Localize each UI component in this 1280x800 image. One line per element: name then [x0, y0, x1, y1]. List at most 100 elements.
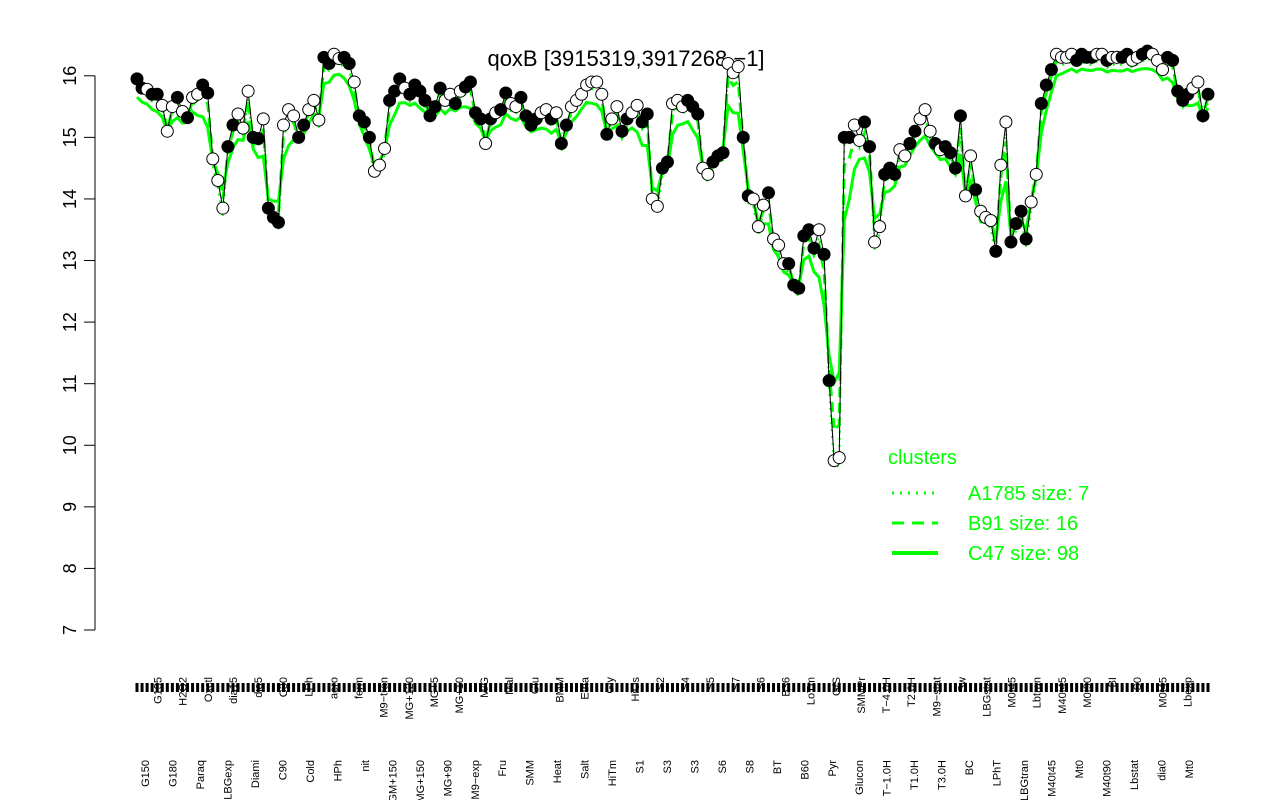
x-tick-label: Fru — [497, 760, 509, 777]
x-tick-label: B36 — [781, 677, 793, 697]
data-point — [595, 87, 609, 101]
x-tick-label: G135 — [153, 677, 165, 704]
data-point — [807, 241, 821, 255]
x-tick-label: G180 — [168, 760, 180, 787]
legend: clusters A1785 size: 7 B91 size: 16 C47 si… — [888, 447, 1089, 565]
data-point — [756, 198, 770, 212]
data-point — [433, 81, 447, 95]
data-point — [812, 223, 826, 237]
x-tick-label: S4 — [680, 677, 692, 690]
data-point — [660, 155, 674, 169]
x-tick-label: M40t45 — [1046, 760, 1058, 797]
x-tick-label: dia5 — [253, 677, 265, 698]
legend-label: B91 size: 16 — [968, 513, 1078, 535]
x-tick-label: Mal — [504, 677, 516, 695]
data-point — [378, 141, 392, 155]
data-point — [499, 86, 513, 100]
x-tick-label: MG+90 — [442, 760, 454, 796]
data-point — [1156, 63, 1170, 77]
y-tick-label: 10 — [60, 435, 80, 455]
data-point — [751, 220, 765, 234]
x-tick-label: GM+150 — [387, 760, 399, 800]
x-tick-label: Paraq — [195, 760, 207, 789]
data-point — [292, 130, 306, 144]
x-tick-label: M9−exp — [470, 760, 482, 799]
data-point — [1044, 63, 1058, 77]
data-point — [615, 124, 629, 138]
data-point — [868, 235, 882, 249]
x-tick-label: M0t90 — [1082, 677, 1094, 708]
y-axis: 7 8 9 10 11 12 13 14 15 16 — [60, 66, 96, 635]
data-point — [782, 257, 796, 271]
data-point — [691, 107, 705, 121]
data-points — [130, 44, 1215, 468]
y-tick-label: 12 — [60, 312, 80, 332]
x-tick-label: Gly — [605, 677, 617, 694]
data-point — [908, 124, 922, 138]
x-tick-label: T−4.0H — [881, 677, 893, 713]
x-tick-label: C90 — [278, 760, 290, 780]
chart-title: qoxB [3915319,3917268,−1] — [487, 46, 764, 71]
x-tick-label: Lbexp — [1182, 677, 1194, 707]
x-tick-label: S8 — [744, 760, 756, 773]
data-point — [943, 146, 957, 160]
data-point — [150, 87, 164, 101]
data-point — [1029, 167, 1043, 181]
x-tick-label: H2O2 — [178, 677, 190, 706]
y-tick-label: 11 — [60, 374, 80, 393]
data-point — [559, 118, 573, 132]
x-tick-label: M0t45 — [1007, 677, 1019, 708]
data-point — [362, 130, 376, 144]
data-point — [746, 192, 760, 206]
x-tick-label: S3 — [689, 760, 701, 773]
data-point — [1019, 232, 1033, 246]
x-tick-label: M9−stat — [931, 677, 943, 716]
data-point — [1201, 87, 1215, 101]
data-point — [903, 137, 917, 151]
x-tick-label: M9−tran — [379, 677, 391, 718]
x-tick-label: MG+150 — [415, 760, 427, 800]
data-point — [160, 124, 174, 138]
x-tick-label: Etha — [580, 676, 592, 700]
x-tick-label: M0t45 — [1157, 677, 1169, 708]
data-point — [1014, 204, 1028, 218]
data-point — [600, 127, 614, 141]
data-point — [221, 140, 235, 154]
data-point — [463, 75, 477, 89]
data-point — [201, 86, 215, 100]
data-point — [181, 111, 195, 125]
data-point — [857, 115, 871, 129]
data-point — [372, 158, 386, 172]
data-point — [1004, 235, 1018, 249]
data-point — [1039, 78, 1053, 92]
data-point — [772, 238, 786, 252]
x-tick-label: S0 — [1132, 677, 1144, 690]
data-point — [822, 374, 836, 388]
x-tick-label: M40t45 — [1057, 677, 1069, 714]
data-point — [761, 186, 775, 200]
x-tick-label: LPhT — [992, 760, 1004, 787]
x-tick-label: T3.0H — [937, 760, 949, 790]
data-point — [888, 167, 902, 181]
data-point — [731, 60, 745, 74]
x-tick-label: S2 — [655, 677, 667, 690]
legend-label: C47 size: 98 — [968, 543, 1079, 565]
x-tick-label: MG+10 — [454, 677, 466, 713]
x-tick-label: LoTm — [806, 677, 818, 705]
data-point — [1034, 97, 1048, 110]
x-tick-label: S6 — [717, 760, 729, 773]
x-tick-label: C30 — [278, 677, 290, 697]
data-point — [716, 146, 730, 160]
data-point — [287, 109, 301, 123]
data-point — [590, 75, 604, 89]
data-point — [964, 149, 978, 163]
data-point — [994, 158, 1008, 172]
data-point — [211, 173, 225, 187]
data-point — [792, 281, 806, 295]
x-tick-label: S6 — [755, 677, 767, 690]
x-tick-label: Mt0 — [1184, 760, 1196, 778]
x-tick-label: S3 — [662, 760, 674, 773]
data-point — [418, 93, 432, 107]
